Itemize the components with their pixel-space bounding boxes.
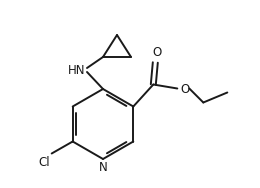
Text: N: N bbox=[99, 161, 107, 174]
Text: O: O bbox=[153, 46, 162, 59]
Text: HN: HN bbox=[68, 64, 85, 77]
Text: O: O bbox=[180, 83, 190, 96]
Text: Cl: Cl bbox=[38, 155, 50, 168]
